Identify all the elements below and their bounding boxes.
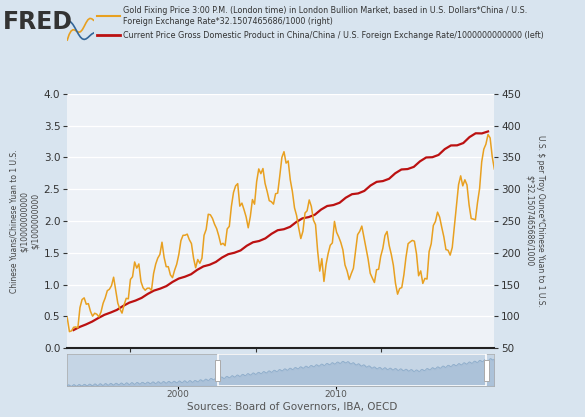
Text: Gold Fixing Price 3:00 P.M. (London time) in London Bullion Market, based in U.S: Gold Fixing Price 3:00 P.M. (London time…	[123, 6, 527, 25]
Text: Sources: Board of Governors, IBA, OECD: Sources: Board of Governors, IBA, OECD	[187, 402, 398, 412]
Y-axis label: U.S. $ per Troy Ounce*Chinese Yuan to 1 U.S.
$*32.1507465686/1000: U.S. $ per Troy Ounce*Chinese Yuan to 1 …	[525, 135, 545, 307]
FancyBboxPatch shape	[215, 360, 220, 381]
FancyBboxPatch shape	[484, 360, 489, 381]
Bar	[218, 354, 486, 386]
Text: FRED: FRED	[3, 10, 73, 35]
Y-axis label: Chinese Yuans/Chinese Yuan to 1 U.S.
$/10000000000
$/1000000000: Chinese Yuans/Chinese Yuan to 1 U.S. $/1…	[10, 149, 40, 293]
Text: Current Price Gross Domestic Product in China/China / U.S. Foreign Exchange Rate: Current Price Gross Domestic Product in …	[123, 31, 543, 40]
